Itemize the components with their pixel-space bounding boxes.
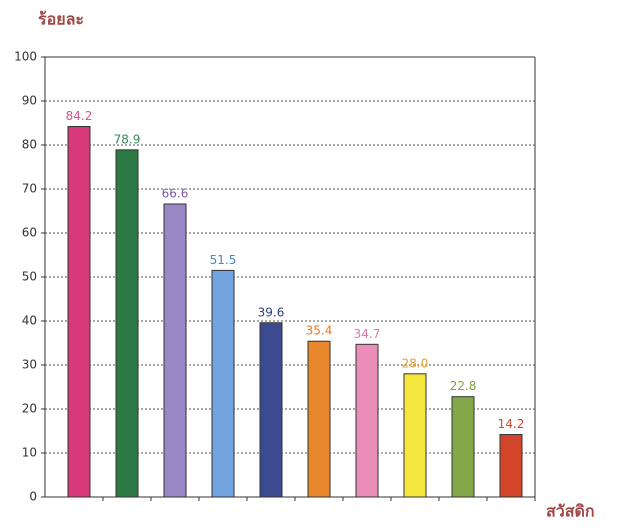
value-label: 14.2 [498, 417, 525, 431]
value-label: 34.7 [354, 327, 381, 341]
y-tick-label: 40 [22, 314, 37, 328]
y-tick-label: 60 [22, 226, 37, 240]
y-tick-label: 50 [22, 270, 37, 284]
value-label: 28.0 [402, 356, 429, 370]
y-tick-label: 80 [22, 138, 37, 152]
y-tick-label: 0 [29, 490, 37, 504]
bar [499, 434, 523, 498]
bar [307, 340, 331, 498]
bar [211, 269, 235, 498]
y-tick-label: 90 [22, 94, 37, 108]
y-tick-label: 20 [22, 402, 37, 416]
bar [355, 343, 379, 498]
bar [115, 149, 139, 498]
value-label: 35.4 [306, 324, 333, 338]
y-tick-label: 100 [14, 50, 37, 64]
value-label: 22.8 [450, 379, 477, 393]
bar [259, 322, 283, 498]
value-label: 51.5 [210, 253, 237, 267]
value-label: 78.9 [114, 132, 141, 146]
value-label: 66.6 [162, 186, 189, 200]
bar [451, 396, 475, 498]
value-label: 84.2 [66, 109, 93, 123]
bar [67, 126, 91, 498]
bar [403, 373, 427, 498]
y-tick-label: 30 [22, 358, 37, 372]
x-axis-title: สวัสดิก [546, 502, 595, 521]
y-tick-label: 70 [22, 182, 37, 196]
y-axis-title: ร้อยละ [38, 10, 84, 29]
bar [163, 203, 187, 498]
y-tick-label: 10 [22, 446, 37, 460]
value-label: 39.6 [258, 305, 285, 319]
